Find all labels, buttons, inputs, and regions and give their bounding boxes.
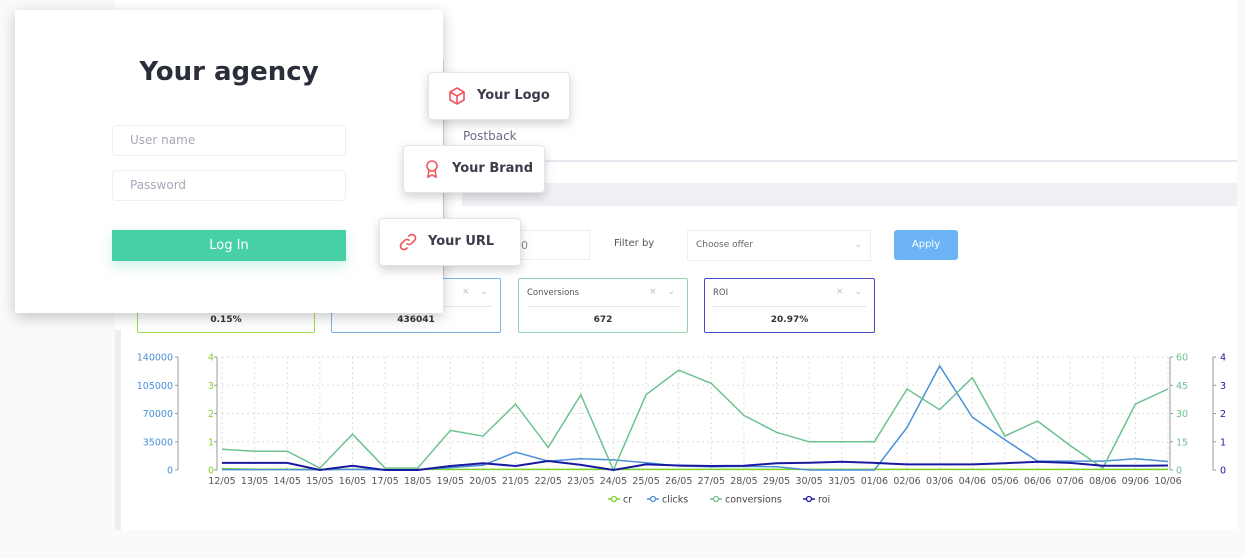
legend-clicks-dot [649, 495, 657, 503]
series-roi-line [222, 459, 1169, 472]
cr-tick-label: 0 [208, 466, 214, 477]
x-tick-label: 12/05 [208, 476, 235, 487]
feature-url: Your URL [379, 218, 521, 266]
roi-tick-label: 4 [1220, 353, 1226, 364]
conversions-tick-label: 0 [1176, 466, 1182, 477]
conversions-tick-label: 30 [1176, 409, 1188, 420]
clear-chevron-icons[interactable]: × ⌄ [462, 287, 492, 297]
cr-tick-label: 2 [208, 409, 214, 420]
clicks-tick-label: 140000 [137, 353, 173, 364]
x-tick-label: 10/06 [1154, 476, 1181, 487]
metric-card-conversions[interactable]: Conversions × ⌄ 672 [518, 278, 688, 333]
metric-value: 672 [593, 315, 613, 325]
x-tick-label: 27/05 [698, 476, 725, 487]
conversions-tick-label: 15 [1176, 437, 1188, 448]
x-tick-label: 14/05 [274, 476, 301, 487]
x-tick-label: 13/05 [241, 476, 268, 487]
cr-tick-label: 3 [208, 381, 214, 392]
series-conversions-line [221, 369, 1169, 472]
cr-tick-label: 1 [208, 437, 214, 448]
cr-tick-label: 4 [208, 353, 214, 364]
apply-button[interactable]: Apply [894, 230, 958, 260]
x-tick-label: 23/05 [567, 476, 594, 487]
legend-roi-dot [805, 495, 813, 503]
x-tick-label: 03/06 [926, 476, 953, 487]
metric-label: Conversions [527, 288, 580, 298]
conversions-tick-label: 45 [1176, 381, 1188, 392]
feature-logo: Your Logo [428, 72, 570, 120]
legend-conversions-dot [712, 495, 720, 503]
x-tick-label: 22/05 [535, 476, 562, 487]
divider [713, 306, 866, 307]
feature-brand: Your Brand [403, 145, 545, 193]
x-tick-label: 04/06 [959, 476, 986, 487]
cube-icon [449, 87, 465, 105]
metric-value: 20.97% [770, 315, 809, 325]
x-tick-label: 31/05 [828, 476, 855, 487]
x-tick-label: 20/05 [469, 476, 496, 487]
metric-value: 0.15% [210, 315, 242, 325]
metric-card-roi[interactable]: ROI × ⌄ 20.97% [704, 278, 875, 333]
offer-select[interactable]: Choose offer ⌄ [687, 230, 871, 261]
x-tick-label: 24/05 [600, 476, 627, 487]
metric-label: ROI [713, 288, 729, 298]
clear-chevron-icons[interactable]: × ⌄ [836, 287, 866, 297]
award-ribbon-icon [426, 160, 438, 179]
x-tick-label: 01/06 [861, 476, 888, 487]
filter-by-label: Filter by [614, 238, 655, 249]
sidebar-edge [115, 330, 121, 530]
roi-tick-label: 3 [1220, 381, 1226, 392]
feature-label: Your URL [428, 234, 495, 249]
clicks-tick-label: 70000 [143, 409, 173, 420]
x-tick-label: 02/06 [893, 476, 920, 487]
username-input[interactable]: User name [112, 125, 346, 156]
divider [462, 160, 1237, 162]
x-tick-label: 29/05 [763, 476, 790, 487]
feature-label: Your Logo [477, 88, 550, 103]
login-title: Your agency [139, 57, 319, 87]
clicks-tick-label: 0 [167, 466, 173, 477]
legend-cr-label: cr [623, 495, 632, 506]
x-tick-label: 19/05 [437, 476, 464, 487]
x-tick-label: 30/05 [795, 476, 822, 487]
roi-tick-label: 1 [1220, 437, 1226, 448]
x-tick-label: 16/05 [339, 476, 366, 487]
login-button[interactable]: Log In [112, 230, 346, 261]
feature-label: Your Brand [452, 161, 533, 176]
metric-value: 436041 [397, 315, 435, 325]
legend-roi-label: roi [818, 495, 830, 506]
x-tick-label: 15/05 [306, 476, 333, 487]
chevron-down-icon: ⌄ [854, 240, 862, 250]
x-tick-label: 05/06 [991, 476, 1018, 487]
clear-chevron-icons[interactable]: × ⌄ [649, 287, 679, 297]
x-tick-label: 09/06 [1122, 476, 1149, 487]
x-tick-label: 17/05 [371, 476, 398, 487]
x-tick-label: 18/05 [404, 476, 431, 487]
section-header-band [462, 183, 1237, 206]
x-tick-label: 28/05 [730, 476, 757, 487]
link-icon [399, 233, 417, 251]
login-panel: Your agency User name Password Log In [15, 10, 443, 313]
conversions-tick-label: 60 [1176, 353, 1188, 364]
series-clicks-line [222, 364, 1169, 471]
x-tick-label: 21/05 [502, 476, 529, 487]
x-tick-label: 26/05 [665, 476, 692, 487]
legend-conversions-label: conversions [725, 495, 782, 506]
legend-cr-dot [610, 495, 618, 503]
x-tick-label: 08/06 [1089, 476, 1116, 487]
offer-select-value: Choose offer [696, 240, 754, 250]
clicks-tick-label: 35000 [143, 437, 173, 448]
divider [527, 306, 679, 307]
x-tick-label: 06/06 [1024, 476, 1051, 487]
nav-postback[interactable]: Postback [463, 129, 517, 143]
x-tick-label: 07/06 [1056, 476, 1083, 487]
clicks-tick-label: 105000 [137, 381, 173, 392]
legend-clicks-label: clicks [662, 495, 688, 506]
password-input[interactable]: Password [112, 170, 346, 201]
roi-tick-label: 2 [1220, 409, 1226, 420]
x-tick-label: 25/05 [632, 476, 659, 487]
roi-tick-label: 0 [1220, 466, 1226, 477]
